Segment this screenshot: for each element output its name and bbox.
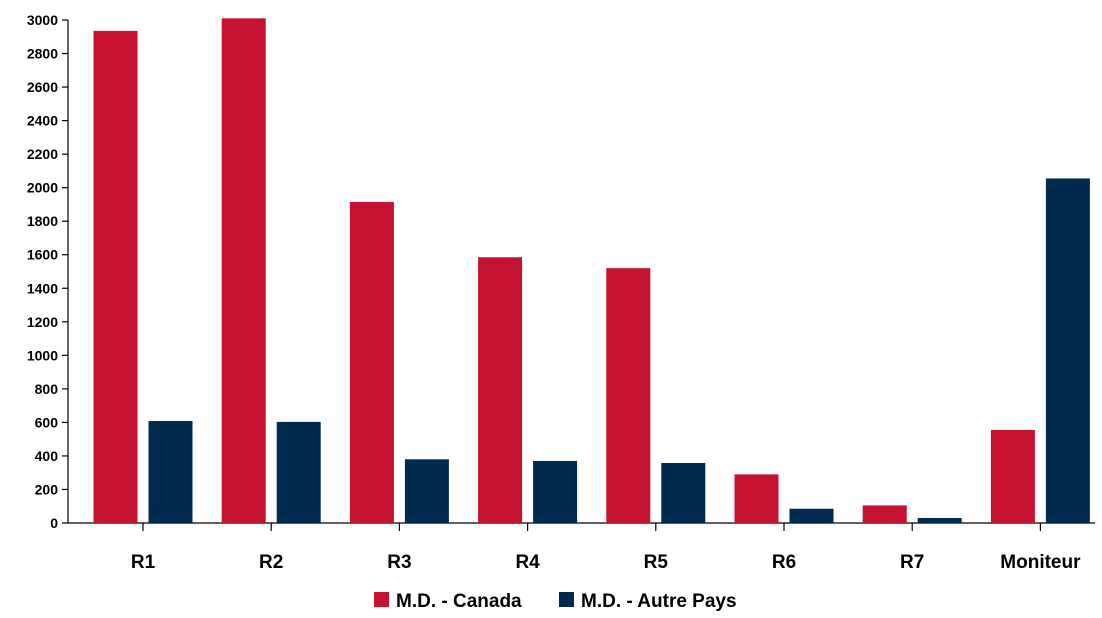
- bar-autre-pays-r6: [789, 508, 834, 523]
- y-tick-label: 400: [35, 448, 59, 464]
- bar-canada-r6: [734, 474, 779, 523]
- bar-autre-pays-r3: [404, 459, 449, 523]
- bar-autre-pays-r1: [148, 421, 193, 523]
- y-tick-label: 600: [35, 414, 59, 430]
- x-tick-label: R5: [644, 552, 669, 573]
- bar-canada-r4: [478, 257, 523, 523]
- bar-autre-pays-r2: [276, 421, 321, 523]
- bar-canada-moniteur: [990, 429, 1035, 523]
- bar-canada-r5: [606, 268, 651, 523]
- y-tick-label: 1800: [27, 213, 58, 229]
- y-tick-label: 1000: [27, 347, 58, 363]
- x-tick-label: R7: [900, 552, 924, 573]
- x-tick-label: R4: [515, 552, 540, 573]
- y-tick-label: 2800: [27, 46, 58, 62]
- legend-label-autre-pays: M.D. - Autre Pays: [581, 591, 737, 612]
- x-tick-label: R3: [387, 552, 411, 573]
- bar-autre-pays-r5: [661, 462, 706, 523]
- legend: M.D. - Canada M.D. - Autre Pays: [374, 591, 737, 612]
- bar-canada-r1: [93, 30, 138, 523]
- y-tick-label: 1200: [27, 314, 58, 330]
- bar-autre-pays-r7: [917, 517, 962, 523]
- x-tick-label: Moniteur: [1000, 552, 1081, 573]
- y-tick-label: 2200: [27, 146, 58, 162]
- bar-canada-r2: [221, 18, 266, 523]
- y-tick-label: 2400: [27, 113, 58, 129]
- legend-label-canada: M.D. - Canada: [396, 591, 522, 612]
- y-tick-label: 0: [50, 515, 58, 531]
- y-tick-label: 1400: [27, 280, 58, 296]
- legend-swatch-autre-pays: [559, 592, 574, 607]
- y-tick-label: 2600: [27, 79, 58, 95]
- bar-canada-r7: [862, 505, 907, 523]
- y-tick-label: 3000: [27, 12, 58, 28]
- bar-autre-pays-moniteur: [1045, 178, 1090, 523]
- x-axis: R1 R2 R3 R4 R5 R6 R7 Moniteur: [68, 522, 1095, 573]
- y-tick-label: 200: [35, 481, 59, 497]
- legend-swatch-canada: [374, 592, 389, 607]
- x-tick-label: R6: [772, 552, 796, 573]
- bar-autre-pays-r4: [533, 460, 578, 523]
- y-tick-label: 1600: [27, 247, 58, 263]
- y-axis: 0 200 400 600 800 1000 1200 1400 1600 1800 2000 220…: [27, 12, 69, 531]
- bars: [93, 18, 1090, 523]
- x-tick-label: R2: [259, 552, 283, 573]
- y-tick-label: 2000: [27, 180, 58, 196]
- y-tick-label: 800: [35, 381, 59, 397]
- bar-canada-r3: [349, 201, 394, 523]
- x-tick-label: R1: [131, 552, 156, 573]
